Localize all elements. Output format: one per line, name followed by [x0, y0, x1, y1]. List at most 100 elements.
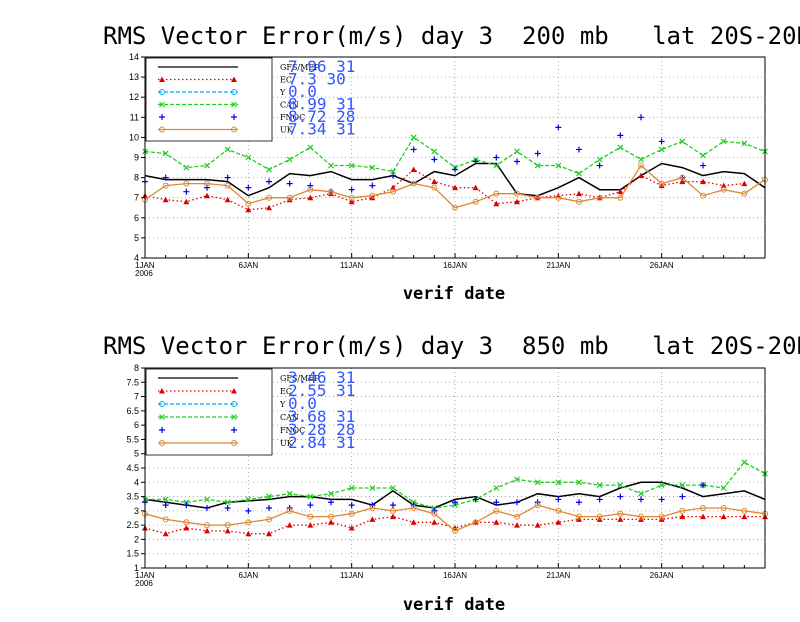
data-point — [224, 196, 231, 203]
legend-value: 7.3 30 — [288, 70, 346, 89]
data-point — [700, 178, 706, 185]
data-point — [472, 519, 479, 526]
data-point — [204, 527, 210, 534]
series-ec — [142, 166, 748, 213]
legend-marker — [159, 114, 165, 120]
y-tick-label: 1 — [134, 563, 139, 573]
data-point — [369, 485, 376, 491]
chart-panel-200mb: RMS Vector Error(m/s) day 3 200 mb lat 2… — [103, 22, 800, 304]
data-point — [741, 513, 748, 520]
legend-value: 3.68 31 — [288, 407, 355, 426]
legend-label: CAN — [280, 101, 299, 110]
data-point — [162, 150, 169, 157]
legend-entry: Y 0.0 — [158, 394, 317, 413]
data-point — [183, 180, 190, 187]
data-point — [658, 146, 665, 153]
data-point — [617, 188, 624, 195]
legend-value: 0.0 — [288, 394, 317, 413]
data-point — [596, 513, 603, 520]
legend-entry: Y 0.0 — [158, 82, 317, 101]
data-point — [162, 182, 169, 189]
data-point — [369, 516, 376, 522]
legend-marker — [231, 101, 237, 108]
legend-label: GFS/MEP — [280, 374, 320, 383]
data-point — [658, 180, 665, 187]
data-point — [431, 519, 438, 525]
y-tick-label: 9 — [134, 153, 139, 163]
series-ec — [142, 513, 768, 537]
y-tick-label: 2.5 — [126, 520, 139, 530]
y-tick-label: 11 — [130, 112, 139, 122]
legend-marker — [231, 401, 237, 407]
data-point — [576, 170, 582, 177]
data-point — [617, 493, 624, 500]
data-point — [431, 148, 438, 155]
legend-marker — [231, 388, 237, 394]
data-point — [162, 174, 169, 181]
legend-marker — [231, 414, 237, 420]
data-point — [162, 502, 169, 509]
x-tick-label: 21JAN — [546, 261, 570, 270]
data-point — [410, 146, 417, 153]
data-point — [493, 519, 500, 525]
data-point — [369, 194, 376, 201]
data-point — [307, 144, 314, 151]
data-point — [534, 479, 541, 486]
x-tick-label: 1JAN — [135, 261, 155, 270]
data-point — [348, 502, 355, 509]
y-tick-label: 4.5 — [126, 463, 139, 473]
y-tick-label: 6 — [134, 420, 139, 430]
data-point — [679, 507, 686, 514]
data-point — [452, 184, 458, 191]
data-point — [245, 200, 252, 207]
legend-entry: EC7.3 30 — [158, 70, 346, 89]
legend-value: 2.84 31 — [288, 433, 355, 452]
series-uk — [142, 502, 768, 534]
plot-frame — [144, 56, 766, 259]
data-point — [720, 186, 727, 193]
data-point — [307, 194, 314, 201]
data-point — [720, 485, 727, 491]
data-point — [390, 172, 396, 179]
data-point — [390, 168, 396, 175]
legend-marker — [231, 89, 237, 95]
data-point — [700, 513, 706, 520]
data-point — [224, 146, 231, 153]
y-tick-label: 4 — [134, 477, 139, 487]
data-point — [555, 124, 562, 131]
data-point — [555, 519, 562, 525]
data-point — [576, 513, 582, 520]
data-point — [245, 507, 252, 514]
series-can — [142, 459, 768, 511]
data-point — [493, 507, 500, 514]
data-point — [679, 178, 686, 185]
data-point — [514, 513, 520, 520]
data-point — [410, 505, 417, 511]
data-point — [431, 510, 438, 517]
data-point — [514, 476, 520, 483]
data-point — [286, 194, 293, 201]
y-tick-label: 2 — [134, 534, 139, 544]
legend-box — [145, 368, 273, 456]
data-point — [286, 507, 293, 514]
data-point — [576, 479, 582, 486]
data-point — [741, 459, 748, 466]
y-tick-label: 5.5 — [126, 434, 139, 444]
legend-value: 3.28 28 — [288, 420, 355, 439]
y-tick-label: 4 — [134, 253, 139, 263]
data-point — [617, 144, 624, 151]
data-point — [390, 502, 396, 509]
legend-marker — [231, 126, 237, 133]
data-point — [679, 174, 686, 181]
data-point — [162, 530, 169, 537]
data-point — [224, 499, 231, 506]
data-point — [410, 166, 417, 173]
data-point — [348, 485, 355, 491]
legend-marker — [231, 440, 237, 446]
data-point — [514, 522, 520, 528]
